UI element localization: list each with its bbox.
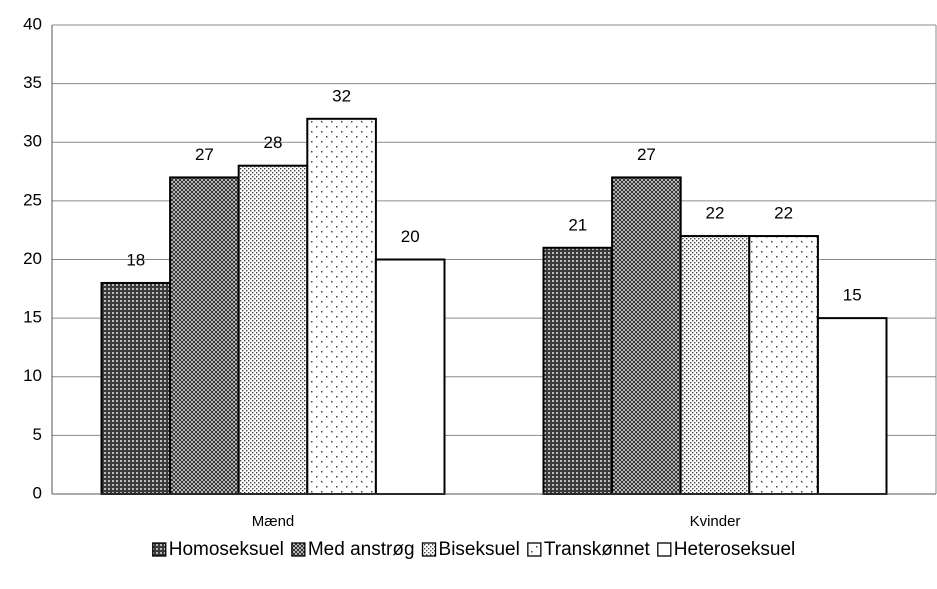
legend-label: Biseksuel	[439, 539, 520, 560]
y-tick-label: 30	[23, 132, 42, 151]
legend-label: Heteroseksuel	[674, 539, 795, 560]
legend-label: Homoseksuel	[169, 539, 284, 560]
y-tick-label: 40	[23, 14, 42, 33]
x-tick-label: Kvinder	[690, 513, 741, 530]
y-tick-label: 25	[23, 190, 42, 209]
bar	[611, 176, 682, 496]
data-label: 27	[195, 145, 214, 164]
legend-label: Med anstrøg	[308, 539, 415, 560]
bar	[816, 317, 888, 495]
bar	[679, 235, 751, 496]
data-label: 18	[126, 250, 145, 269]
legend-label: Transkønnet	[544, 539, 651, 560]
bar	[374, 258, 446, 495]
bar	[748, 235, 819, 496]
bar	[169, 176, 240, 496]
y-tick-label: 35	[23, 73, 42, 92]
legend-swatch	[527, 542, 542, 557]
data-label: 27	[637, 145, 656, 164]
y-tick-label: 20	[23, 249, 42, 268]
data-label: 21	[568, 215, 587, 234]
data-label: 15	[843, 286, 862, 305]
legend-swatch	[152, 542, 167, 557]
data-label: 22	[774, 204, 793, 223]
bar	[542, 246, 614, 495]
bar	[306, 117, 377, 496]
y-tick-label: 15	[23, 308, 42, 327]
bar	[100, 281, 172, 496]
legend-swatch	[291, 542, 306, 557]
data-label: 28	[264, 133, 283, 152]
legend-swatch	[421, 542, 437, 557]
legend-swatch	[657, 542, 672, 557]
bar	[237, 164, 309, 495]
y-tick-label: 0	[33, 483, 42, 502]
x-tick-label: Mænd	[252, 513, 295, 530]
y-tick-label: 5	[33, 425, 42, 444]
y-tick-label: 10	[23, 366, 42, 385]
data-label: 22	[706, 204, 725, 223]
data-label: 32	[332, 86, 351, 105]
data-label: 20	[401, 227, 420, 246]
